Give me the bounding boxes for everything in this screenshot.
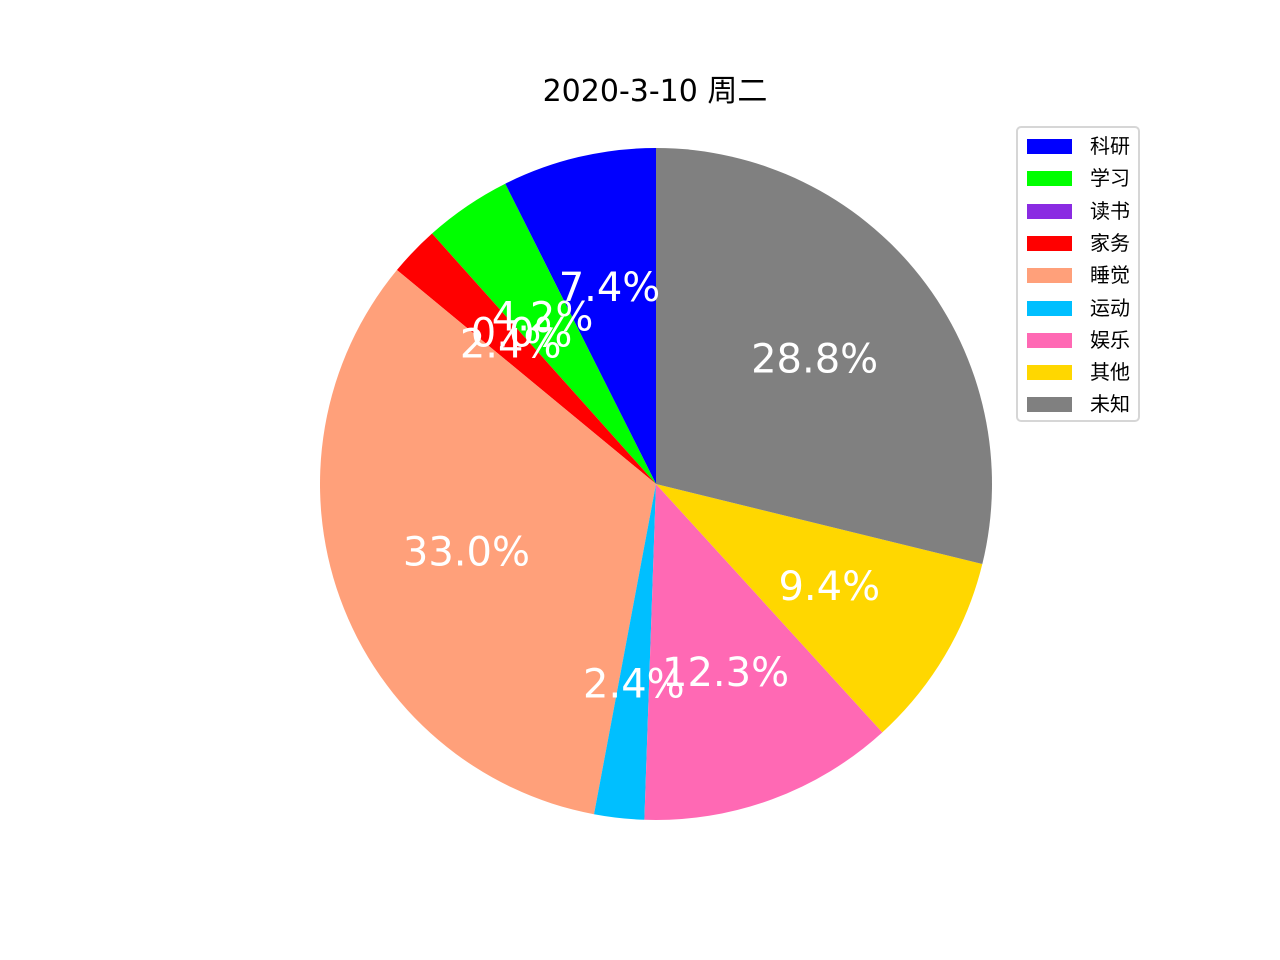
legend-swatch xyxy=(1027,139,1072,154)
pie-percent-label: 12.3% xyxy=(662,650,789,696)
pie-percent-label: 7.4% xyxy=(559,265,661,311)
chart-title: 2020-3-10 周二 xyxy=(542,74,768,109)
legend-label: 其他 xyxy=(1090,360,1130,385)
pie-slice xyxy=(656,148,992,565)
legend-label: 家务 xyxy=(1090,230,1130,255)
pie-percent-label: 2.4% xyxy=(583,661,685,707)
legend-entry: 未知 xyxy=(1018,390,1142,418)
pie-percent-labels: 7.4%4.2%0.0%2.4%33.0%2.4%12.3%9.4%28.8% xyxy=(403,265,880,708)
legend-swatch xyxy=(1027,365,1072,381)
pie-slice xyxy=(396,233,656,484)
legend-label: 运动 xyxy=(1090,295,1130,320)
pie-percent-label: 2.4% xyxy=(460,321,562,367)
legend-entry: 其他 xyxy=(1018,358,1142,386)
legend-swatch xyxy=(1027,397,1072,413)
legend-entry: 睡觉 xyxy=(1018,261,1142,289)
legend: 科研学习读书家务睡觉运动娱乐其他未知 xyxy=(1016,126,1140,422)
legend-entry: 家务 xyxy=(1018,229,1142,257)
legend-label: 学习 xyxy=(1090,166,1130,191)
legend-swatch xyxy=(1027,235,1072,251)
legend-entry: 学习 xyxy=(1018,164,1142,192)
pie-slice xyxy=(432,183,656,485)
pie-slices xyxy=(320,148,992,821)
legend-swatch xyxy=(1027,203,1072,219)
legend-entry: 运动 xyxy=(1018,294,1142,322)
legend-label: 未知 xyxy=(1090,392,1130,417)
pie-percent-label: 9.4% xyxy=(778,564,880,610)
pie-slice xyxy=(505,148,656,484)
legend-label: 科研 xyxy=(1090,134,1130,158)
legend-swatch xyxy=(1027,300,1072,316)
pie-slice xyxy=(644,484,883,821)
legend-entry: 科研 xyxy=(1018,132,1142,160)
pie-slice xyxy=(320,270,656,815)
legend-swatch xyxy=(1027,171,1072,187)
legend-entry: 娱乐 xyxy=(1018,326,1142,354)
pie-percent-label: 28.8% xyxy=(751,337,878,383)
pie-percent-label: 33.0% xyxy=(403,530,530,576)
legend-label: 读书 xyxy=(1090,198,1130,223)
pie-percent-label: 4.2% xyxy=(492,294,594,340)
legend-label: 娱乐 xyxy=(1090,327,1130,352)
legend-label: 睡觉 xyxy=(1090,263,1130,288)
pie-slice xyxy=(594,484,656,820)
legend-swatch xyxy=(1027,332,1072,348)
legend-entry: 读书 xyxy=(1018,197,1142,225)
pie-percent-label: 0.0% xyxy=(471,311,573,357)
pie-slice xyxy=(656,484,983,733)
legend-swatch xyxy=(1027,268,1072,284)
